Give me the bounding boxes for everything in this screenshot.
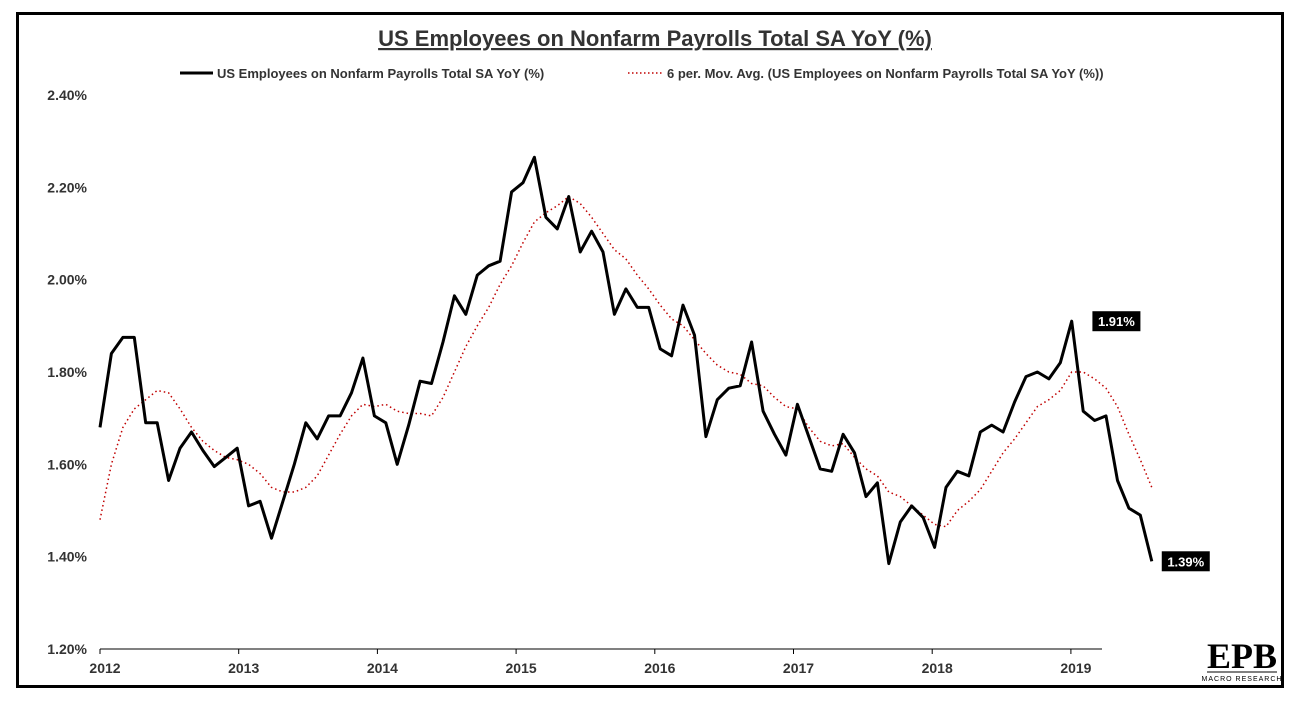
callout-box	[1092, 311, 1141, 332]
callouts: 1.91% 1.39%	[1092, 311, 1210, 572]
x-tick-label: 2012	[89, 660, 120, 676]
y-tick-label: 1.80%	[47, 364, 87, 380]
logo-text: EPB	[1207, 636, 1277, 676]
legend: US Employees on Nonfarm Payrolls Total S…	[180, 66, 1104, 81]
x-tick-label: 2017	[783, 660, 814, 676]
callout-label: 1.39%	[1167, 554, 1204, 569]
x-tick-label: 2015	[506, 660, 537, 676]
y-tick-label: 1.60%	[47, 456, 87, 472]
x-tick-label: 2013	[228, 660, 259, 676]
chart-title: US Employees on Nonfarm Payrolls Total S…	[378, 26, 932, 51]
y-tick-label: 2.20%	[47, 179, 87, 195]
x-tick-label: 2018	[922, 660, 953, 676]
series-line-moving-average	[99, 195, 1153, 528]
legend-label-series-2: 6 per. Mov. Avg. (US Employees on Nonfar…	[667, 66, 1104, 81]
y-axis-ticks: 1.20% 1.40% 1.60% 1.80% 2.00% 2.20% 2.40%	[47, 87, 87, 657]
callout-box	[1161, 551, 1210, 572]
x-tick-label: 2016	[644, 660, 675, 676]
x-axis-ticks: 2012 2013 2014 2015 2016 2017 2018 2019	[89, 649, 1092, 676]
y-tick-label: 1.20%	[47, 641, 87, 657]
logo-subtext: MACRO RESEARCH	[1202, 676, 1283, 683]
legend-label-series-1: US Employees on Nonfarm Payrolls Total S…	[217, 66, 544, 81]
x-tick-label: 2014	[367, 660, 398, 676]
series-line-payrolls-yoy	[98, 155, 1154, 566]
x-tick-label: 2019	[1060, 660, 1091, 676]
epb-logo: EPB MACRO RESEARCH	[1202, 636, 1283, 683]
y-tick-label: 1.40%	[47, 549, 87, 565]
y-tick-label: 2.40%	[47, 87, 87, 103]
callout-label: 1.91%	[1098, 314, 1135, 329]
chart-frame	[16, 12, 1284, 688]
y-tick-label: 2.00%	[47, 272, 87, 288]
